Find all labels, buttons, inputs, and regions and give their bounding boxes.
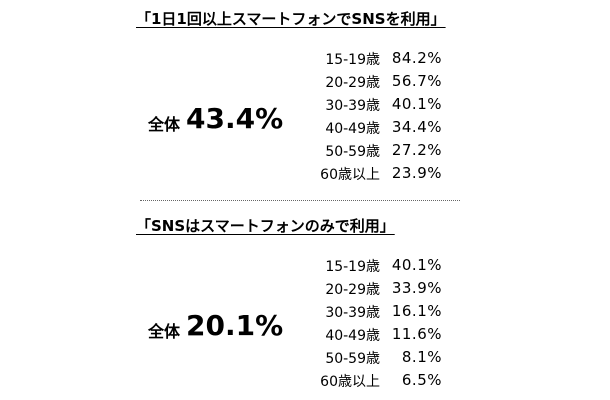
age-label: 40-49歳 [325, 328, 380, 344]
rate-value: 40.1% [391, 95, 442, 113]
age-label: 40-49歳 [325, 121, 380, 137]
rate-value: 34.4% [391, 118, 442, 136]
overall-label: 全体 [148, 115, 181, 134]
rate-value: 27.2% [391, 141, 442, 159]
rate-value: 16.1% [391, 302, 442, 320]
rate-value: 6.5% [401, 371, 442, 389]
rate-value: 84.2% [391, 49, 442, 67]
section-title: 「SNSはスマートフォンのみで利用」 [136, 217, 395, 235]
age-label: 20-29歳 [325, 282, 380, 298]
rate-value: 8.1% [401, 348, 442, 366]
age-label: 60歳以上 [320, 374, 380, 390]
overall-label: 全体 [148, 322, 181, 341]
age-label: 30-39歳 [325, 98, 380, 114]
age-label: 60歳以上 [320, 167, 380, 183]
age-label: 15-19歳 [325, 259, 380, 275]
age-label: 30-39歳 [325, 305, 380, 321]
age-label: 15-19歳 [325, 52, 380, 68]
age-label: 20-29歳 [325, 75, 380, 91]
rate-value: 56.7% [391, 72, 442, 90]
separator [140, 200, 460, 201]
overall-value: 43.4% [186, 102, 284, 135]
rate-value: 11.6% [391, 325, 442, 343]
rate-value: 23.9% [391, 164, 442, 182]
rate-value: 40.1% [391, 256, 442, 274]
age-label: 50-59歳 [325, 351, 380, 367]
age-label: 50-59歳 [325, 144, 380, 160]
rate-value: 33.9% [391, 279, 442, 297]
overall-value: 20.1% [186, 309, 284, 342]
section-title: 「1日1回以上スマートフォンでSNSを利用」 [136, 10, 446, 28]
